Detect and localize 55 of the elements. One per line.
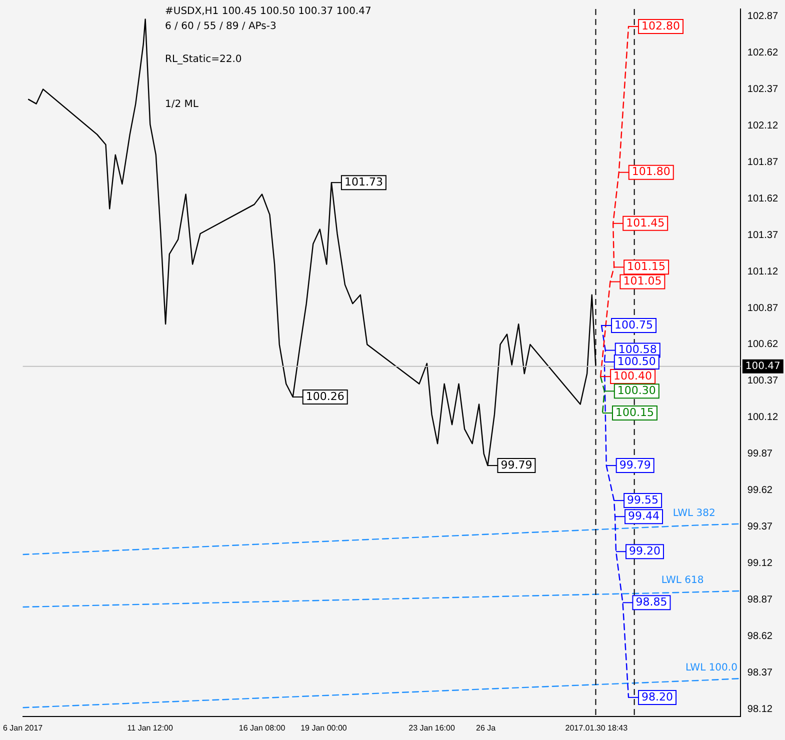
y-tick-label: 101.12 [747,266,778,278]
y-tick-label: 101.62 [747,193,778,204]
y-tick-label: 100.37 [747,376,778,387]
data-label: 101.05 [623,274,662,288]
data-label: 99.55 [627,493,659,506]
data-label: 101.45 [626,216,665,230]
data-label: 101.15 [627,260,666,274]
y-tick-label: 101.37 [747,230,778,241]
data-label: 102.80 [642,19,680,32]
text: 6 / 60 / 55 / 89 / APs-3 [165,20,278,34]
y-tick-label: 98.12 [747,704,773,715]
y-tick-label: 99.87 [747,448,773,460]
annotation: 1/2 ML [165,98,200,112]
y-tick-label: 101.87 [747,156,778,168]
x-tick-label: 2017.01.30 18:43 [565,723,628,732]
series-label: LWL 382 [672,508,716,519]
y-tick-label: 100.62 [747,339,778,350]
data-label: 99.20 [628,544,660,558]
chart-title: #USDX,H1 100.45 100.50 100.37 100.47 [165,5,372,19]
series-label: LWL 100.0 [686,662,738,674]
y-tick-label: 99.37 [747,522,773,533]
data-label: 100.40 [614,369,652,382]
x-tick-label: 26 Ja [476,723,496,732]
y-tick-label: 100.87 [747,302,778,314]
data-label: 101.73 [344,175,383,188]
y-tick-label: 98.62 [747,630,773,642]
x-tick-label: 16 Jan 08:00 [238,723,286,732]
data-label: 99.44 [628,509,660,522]
data-label: 100.30 [617,384,656,397]
y-tick-label: 98.87 [747,594,773,606]
data-label: 99.79 [500,458,532,472]
x-tick-label: 23 Jan 16:00 [408,723,456,732]
y-tick-label: 99.62 [747,485,773,496]
data-label: 100.50 [617,354,656,368]
annotation: RL_Static=22.0 [165,53,242,67]
x-tick-label: 11 Jan 12:00 [127,723,174,732]
data-label: 98.85 [636,595,668,608]
data-label: 100.75 [614,318,654,332]
data-label: 100.15 [615,406,654,419]
data-label: 101.80 [632,165,670,178]
y-tick-label: 102.12 [747,120,778,132]
ref-line-label: 100.47 [745,360,780,372]
y-tick-label: 102.62 [747,48,778,59]
y-tick-label: 102.87 [747,11,778,22]
data-label: 100.26 [306,390,344,403]
x-tick-label: 6 Jan 2017 [3,723,44,732]
data-label: 99.79 [619,458,651,472]
data-label: 100.58 [618,343,657,356]
data-label: 98.20 [642,690,674,704]
series-label: LWL 618 [661,575,704,586]
y-tick-label: 102.37 [747,84,778,95]
y-tick-label: 99.12 [747,558,773,569]
y-tick-label: 100.12 [747,412,778,424]
x-tick-label: 19 Jan 00:00 [300,723,348,732]
y-tick-label: 98.37 [747,667,773,678]
